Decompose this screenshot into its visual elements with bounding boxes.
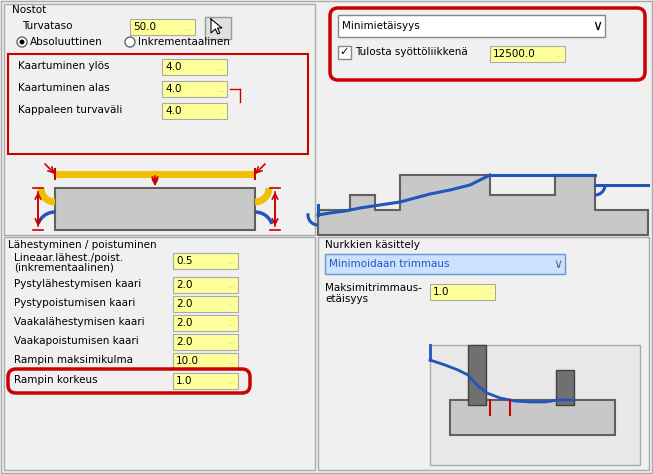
Text: Kaartuminen ylös: Kaartuminen ylös bbox=[18, 61, 110, 71]
Text: 0.5: 0.5 bbox=[176, 256, 193, 266]
Text: ∨: ∨ bbox=[554, 257, 563, 271]
Polygon shape bbox=[211, 19, 222, 34]
Bar bbox=[490, 46, 565, 62]
Bar bbox=[468, 345, 486, 405]
Bar bbox=[173, 253, 238, 269]
Text: ...: ... bbox=[228, 256, 236, 265]
Text: 2.0: 2.0 bbox=[176, 337, 193, 347]
Text: ...: ... bbox=[555, 49, 563, 58]
Text: Rampin maksimikulma: Rampin maksimikulma bbox=[14, 355, 133, 365]
Bar bbox=[430, 284, 495, 300]
Bar bbox=[325, 254, 565, 274]
Text: ...: ... bbox=[228, 281, 236, 290]
Bar bbox=[162, 103, 227, 119]
Text: 1.0: 1.0 bbox=[433, 287, 449, 297]
Text: Absoluuttinen: Absoluuttinen bbox=[30, 37, 103, 47]
Text: 4.0: 4.0 bbox=[165, 106, 182, 116]
Bar bbox=[55, 188, 255, 230]
Text: Kaartuminen alas: Kaartuminen alas bbox=[18, 83, 110, 93]
Bar bbox=[173, 277, 238, 293]
Bar bbox=[4, 4, 315, 235]
Bar bbox=[162, 81, 227, 97]
Text: Rampin korkeus: Rampin korkeus bbox=[14, 375, 98, 385]
Text: ...: ... bbox=[228, 376, 236, 385]
Text: Pystypoistumisen kaari: Pystypoistumisen kaari bbox=[14, 298, 135, 308]
Bar bbox=[4, 237, 315, 470]
Polygon shape bbox=[318, 175, 648, 235]
Text: Nurkkien käsittely: Nurkkien käsittely bbox=[325, 240, 420, 250]
Text: ...: ... bbox=[185, 22, 193, 31]
Circle shape bbox=[20, 39, 25, 45]
Text: 1.0: 1.0 bbox=[176, 376, 193, 386]
Text: Inkrementaalinen: Inkrementaalinen bbox=[138, 37, 230, 47]
Text: Lähestyminen / poistuminen: Lähestyminen / poistuminen bbox=[8, 240, 157, 250]
Bar bbox=[318, 237, 649, 470]
Bar bbox=[173, 296, 238, 312]
Text: ...: ... bbox=[228, 319, 236, 328]
Text: Maksimitrimmaus-: Maksimitrimmaus- bbox=[325, 283, 422, 293]
Text: Lineaar.lähest./poist.: Lineaar.lähest./poist. bbox=[14, 253, 123, 263]
Text: Turvataso: Turvataso bbox=[22, 21, 72, 31]
Bar bbox=[173, 334, 238, 350]
Bar bbox=[8, 54, 308, 154]
Text: Minimoidaan trimmaus: Minimoidaan trimmaus bbox=[329, 259, 449, 269]
Text: Tulosta syöttöliikkenä: Tulosta syöttöliikkenä bbox=[355, 47, 468, 57]
Text: ∨: ∨ bbox=[592, 19, 602, 33]
Text: 10.0: 10.0 bbox=[176, 356, 199, 366]
Text: Nostot: Nostot bbox=[12, 5, 46, 15]
Bar bbox=[205, 17, 231, 39]
Bar bbox=[173, 315, 238, 331]
Text: 2.0: 2.0 bbox=[176, 299, 193, 309]
Bar bbox=[338, 46, 351, 59]
Circle shape bbox=[17, 37, 27, 47]
FancyBboxPatch shape bbox=[330, 8, 645, 80]
Bar bbox=[556, 370, 574, 405]
Text: ✓: ✓ bbox=[339, 47, 348, 57]
Text: Kappaleen turvaväli: Kappaleen turvaväli bbox=[18, 105, 122, 115]
Text: ...: ... bbox=[485, 288, 493, 297]
Text: 2.0: 2.0 bbox=[176, 318, 193, 328]
Text: etäisyys: etäisyys bbox=[325, 294, 368, 304]
Text: ...: ... bbox=[228, 300, 236, 309]
Circle shape bbox=[125, 37, 135, 47]
Text: 50.0: 50.0 bbox=[133, 22, 156, 32]
Bar bbox=[130, 19, 195, 35]
Bar bbox=[430, 345, 640, 465]
Text: 2.0: 2.0 bbox=[176, 280, 193, 290]
Text: ...: ... bbox=[228, 356, 236, 365]
Bar bbox=[162, 59, 227, 75]
Bar bbox=[450, 400, 615, 435]
Bar bbox=[173, 373, 238, 389]
Text: ...: ... bbox=[217, 107, 225, 116]
Text: Vaakalähestymisen kaari: Vaakalähestymisen kaari bbox=[14, 317, 144, 327]
Bar bbox=[173, 353, 238, 369]
Text: ...: ... bbox=[217, 63, 225, 72]
Text: (inkrementaalinen): (inkrementaalinen) bbox=[14, 263, 114, 273]
Text: Minimietäisyys: Minimietäisyys bbox=[342, 21, 420, 31]
Bar bbox=[338, 15, 605, 37]
Text: Pystylähestymisen kaari: Pystylähestymisen kaari bbox=[14, 279, 141, 289]
Text: ...: ... bbox=[228, 337, 236, 346]
Text: 12500.0: 12500.0 bbox=[493, 49, 535, 59]
Text: Vaakapoistumisen kaari: Vaakapoistumisen kaari bbox=[14, 336, 138, 346]
Text: 4.0: 4.0 bbox=[165, 62, 182, 72]
Text: 4.0: 4.0 bbox=[165, 84, 182, 94]
Text: ...: ... bbox=[217, 84, 225, 93]
